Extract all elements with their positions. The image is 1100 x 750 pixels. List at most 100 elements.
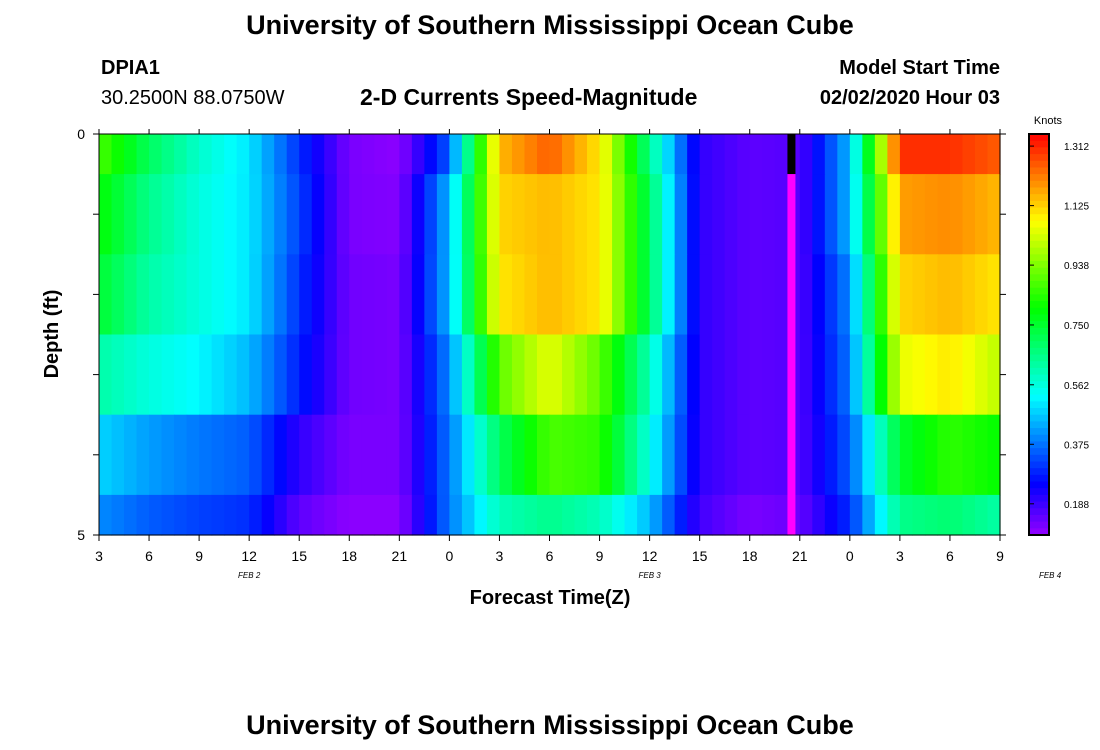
heatmap-cell [486,414,501,496]
heatmap-cell [912,494,926,536]
heatmap-cell [899,494,913,536]
heatmap-cell [286,254,300,336]
page-title-bottom: University of Southern Mississippi Ocean… [246,710,854,740]
heatmap-cell [511,174,526,255]
heatmap-cell [824,174,838,255]
colorbar-segment [1029,154,1049,162]
heatmap-cell [361,334,375,416]
heatmap-cell [712,334,726,416]
colorbar-segment [1029,354,1049,362]
model-start-label: Model Start Time [839,57,1000,79]
heatmap-cell [762,494,776,536]
colorbar-segment [1029,434,1049,443]
heatmap-cell [449,174,463,255]
heatmap-cell [324,174,338,255]
x-tick-label: 6 [145,548,153,564]
heatmap-cell [849,334,863,416]
heatmap-cell [799,334,813,416]
heatmap-cell [762,254,776,336]
heatmap-cell [361,174,375,255]
heatmap-cell [186,414,200,496]
heatmap-cell [399,414,413,496]
colorbar-segment [1029,327,1049,336]
colorbar-segment [1029,508,1049,516]
heatmap-cell [974,334,989,416]
heatmap-cell [574,494,588,536]
colorbar-segment [1029,220,1049,229]
heatmap-cell [962,174,976,255]
heatmap-cell [874,174,888,255]
heatmap-cell [812,134,826,175]
heatmap-cell [599,174,613,255]
heatmap-cell [386,414,400,496]
heatmap-cell [924,174,939,255]
special-mark [787,134,796,175]
heatmap-cell [549,334,563,416]
heatmap-cell [511,134,526,175]
heatmap-cell [637,494,651,536]
heatmap-cell [436,134,450,175]
heatmap-cell [286,494,300,536]
heatmap-cell [924,134,939,175]
heatmap-cell [336,494,350,536]
heatmap-cell [286,174,300,255]
heatmap-cell [712,134,726,175]
heatmap-cell [637,174,651,255]
heatmap-cell [624,414,638,496]
heatmap-cell [937,494,951,536]
heatmap-cell [286,134,300,175]
heatmap-cell [687,134,701,175]
heatmap-cell [386,334,400,416]
heatmap-cell [249,414,263,496]
heatmap-cell [99,174,113,255]
heatmap-cell [837,254,851,336]
colorbar-segment [1029,501,1049,509]
heatmap-cell [224,334,238,416]
heatmap-cell [199,254,213,336]
heatmap-cell [724,134,738,175]
heatmap-cell [724,254,738,336]
heatmap-cell [274,174,288,255]
colorbar-segment [1029,321,1049,329]
heatmap-cell [236,494,250,536]
heatmap-cell [699,254,713,336]
heatmap-cell [99,494,113,536]
heatmap-cell [762,134,776,175]
heatmap-cell [849,494,863,536]
colorbar-segment [1029,488,1049,496]
colorbar-segment [1029,234,1049,242]
heatmap-cell [674,254,688,336]
heatmap-cell [949,334,964,416]
heatmap-cell [361,134,375,175]
heatmap-cell [824,134,838,175]
colorbar-tick-label: 1.312 [1064,142,1089,153]
heatmap-cell [449,254,463,336]
heatmap-cell [299,174,313,255]
heatmap-cell [161,414,175,496]
colorbar-ticks: 1.312 1.125 0.938 0.750 0.562 0.375 0.188 [1029,142,1089,511]
heatmap-cell [449,334,463,416]
heatmap-cell [549,134,563,175]
heatmap-cell [536,174,551,255]
heatmap-cell [374,414,388,496]
heatmap-cell [186,134,200,175]
heatmap-cell [824,414,838,496]
colorbar-segment [1029,294,1049,302]
heatmap-cell [211,334,225,416]
heatmap-cell [649,494,663,536]
colorbar-frame [1028,133,1050,536]
heatmap-cell [411,334,425,416]
heatmap-cell [937,134,951,175]
heatmap-cell [399,134,413,175]
heatmap-cell [887,334,901,416]
heatmap-cell [712,254,726,336]
heatmap-cell [874,254,888,336]
heatmap-cell [361,414,375,496]
heatmap-cell [524,134,538,175]
heatmap-cell [511,494,526,536]
heatmap-cell [849,414,863,496]
heatmap-cell [599,414,613,496]
heatmap-cell [386,174,400,255]
heatmap-cell [737,134,751,175]
heatmap-cell [424,254,438,336]
